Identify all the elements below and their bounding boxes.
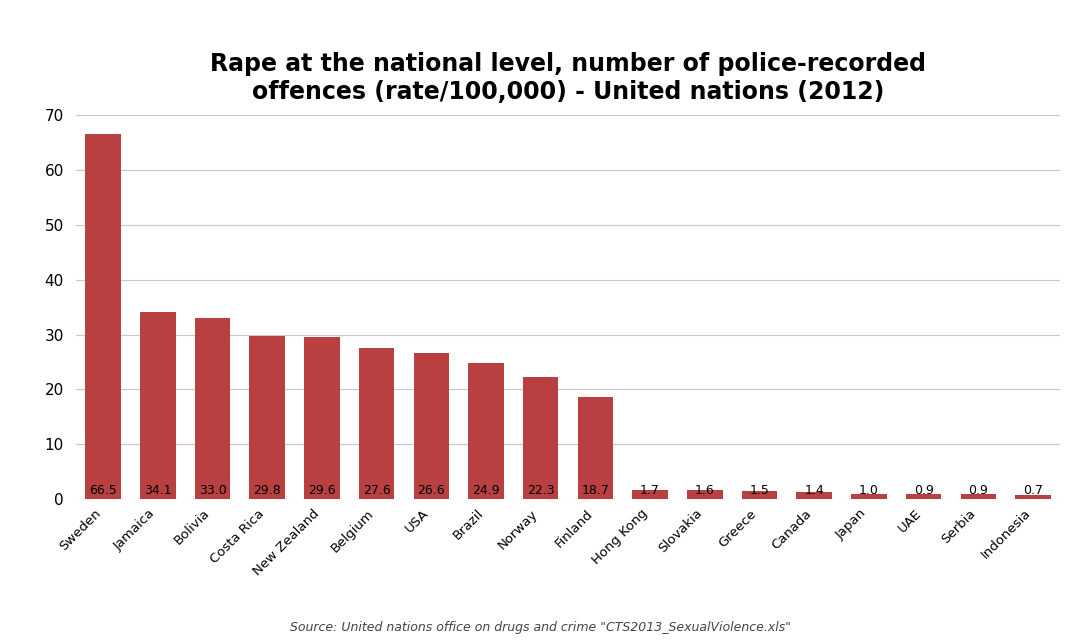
Text: 1.4: 1.4 <box>804 484 824 497</box>
Text: 66.5: 66.5 <box>89 484 117 497</box>
Text: 26.6: 26.6 <box>418 484 445 497</box>
Text: 1.5: 1.5 <box>750 484 769 497</box>
Text: 1.6: 1.6 <box>695 484 715 497</box>
Bar <box>796 492 832 499</box>
Bar <box>85 134 121 499</box>
Bar <box>359 348 394 499</box>
Text: 1.0: 1.0 <box>859 484 879 497</box>
Title: Rape at the national level, number of police-recorded
offences (rate/100,000) - : Rape at the national level, number of po… <box>210 52 926 104</box>
Text: 22.3: 22.3 <box>527 484 554 497</box>
Text: 24.9: 24.9 <box>472 484 500 497</box>
Bar <box>1015 495 1051 499</box>
Bar <box>852 493 886 499</box>
Bar <box>578 397 613 499</box>
Bar <box>906 494 941 499</box>
Bar <box>687 490 723 499</box>
Bar <box>523 377 558 499</box>
Text: 29.6: 29.6 <box>308 484 335 497</box>
Bar <box>304 337 340 499</box>
Text: 18.7: 18.7 <box>581 484 609 497</box>
Text: 0.7: 0.7 <box>1022 484 1043 497</box>
Bar <box>250 336 285 499</box>
Text: 29.8: 29.8 <box>253 484 281 497</box>
Text: 33.0: 33.0 <box>199 484 226 497</box>
Bar <box>195 318 230 499</box>
Bar <box>632 490 668 499</box>
Bar <box>413 353 449 499</box>
Text: 27.6: 27.6 <box>362 484 391 497</box>
Bar <box>961 494 997 499</box>
Text: 34.1: 34.1 <box>144 484 172 497</box>
Bar <box>469 363 504 499</box>
Text: 1.7: 1.7 <box>641 484 660 497</box>
Text: 0.9: 0.9 <box>913 484 934 497</box>
Text: Source: United nations office on drugs and crime "CTS2013_SexualViolence.xls": Source: United nations office on drugs a… <box>290 621 792 634</box>
Bar <box>742 491 777 499</box>
Text: 0.9: 0.9 <box>968 484 988 497</box>
Bar <box>140 312 175 499</box>
